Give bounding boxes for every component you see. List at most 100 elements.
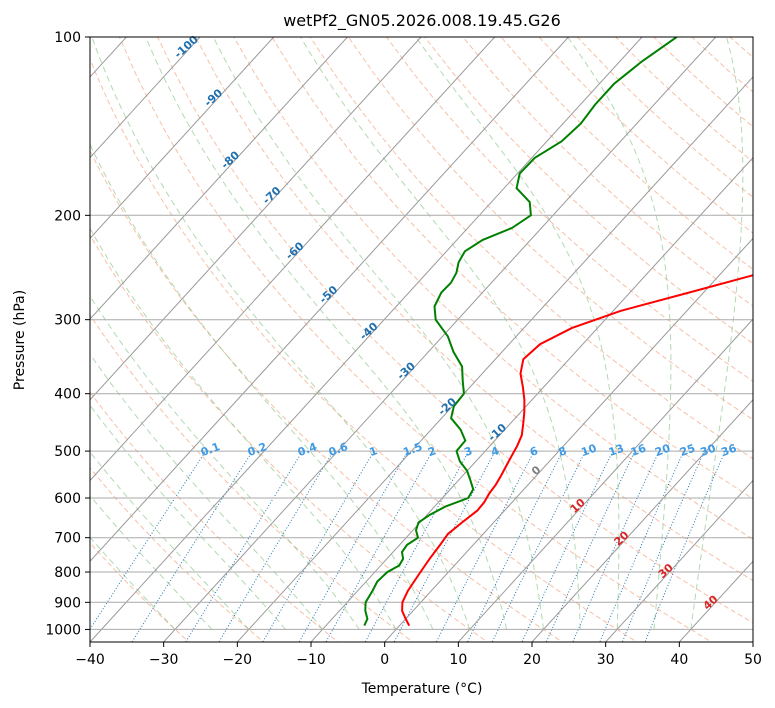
mixing-ratio-label: 3 [462,444,474,459]
x-tick-label: 0 [380,652,389,668]
mixing-ratio-line [466,450,564,642]
dry-adiabat [157,37,753,624]
mixing-ratio-line [131,450,254,642]
dry-adiabat [424,37,753,344]
mixing-ratio-line [262,450,375,642]
moist-adiabat [415,37,620,630]
isotherm-line [383,237,753,642]
mixing-ratio-label: 0.6 [327,440,350,459]
dry-adiabat [576,37,753,198]
isotherm-line [90,37,570,562]
isotherm-line [90,37,201,159]
moist-adiabat [90,295,360,630]
moist-adiabat [90,143,434,630]
mixing-ratio-label: 2 [426,444,438,459]
dry-adiabat [90,149,564,642]
mixing-ratio-line [298,450,409,642]
x-tick-label: 20 [523,652,541,668]
x-tick-label: 30 [597,652,615,668]
plot-frame [89,36,754,643]
dry-adiabat [90,57,638,642]
x-tick-label: −10 [296,652,326,668]
dry-adiabat [233,37,753,540]
y-tick-label: 1000 [45,622,81,638]
isotherm-label: -20 [436,395,460,418]
isotherm-line [0,24,65,645]
chart-title: wetPf2_GN05.2026.008.19.45.G26 [283,11,561,31]
x-tick-label: −40 [75,652,105,668]
dry-adiabat [386,37,753,382]
mixing-ratio-label: 36 [719,441,738,459]
y-tick-label: 300 [54,313,81,329]
mixing-ratio-label: 30 [699,441,718,459]
moist-adiabat [90,227,397,630]
y-tick-label: 700 [54,531,81,547]
x-tick-label: 40 [670,652,688,668]
x-tick-label: 50 [744,652,762,668]
dry-adiabat [90,313,414,642]
moist-adiabat [300,37,581,630]
isotherm-line [90,37,349,320]
moist-adiabat [90,404,286,630]
mixing-ratio-line [364,450,470,642]
moist-adiabat [567,37,672,630]
isotherm-line [162,37,717,642]
dry-adiabat [729,37,753,59]
mixing-ratio-label: 16 [629,441,648,459]
mixing-ratio-label: 0.4 [296,440,319,459]
isotherm-label: -10 [486,421,510,444]
moist-adiabat [90,353,323,630]
y-tick-label: 100 [54,30,81,46]
mixing-ratio-line [621,450,705,642]
isotherm-line [531,399,753,642]
y-tick-label: 200 [54,208,81,224]
dry-adiabat [768,37,775,644]
reference-lines [90,37,775,644]
mixing-ratio-label: 13 [607,442,626,459]
isotherm-line [457,318,753,642]
isotherm-line [236,76,753,642]
mixing-ratio-line [185,450,304,642]
x-tick-label: −20 [223,652,253,668]
mixing-ratio-label: 10 [579,441,598,459]
mixing-ratio-label: 6 [528,444,540,459]
mixing-ratio-line [393,450,496,642]
dry-adiabat [90,542,190,642]
x-axis-label: Temperature (°C) [361,681,483,697]
mixing-ratio-line [599,450,685,642]
mixing-ratio-line [325,450,433,642]
dry-adiabat [653,37,753,128]
mixing-ratio-label: 1 [368,444,380,459]
warm-isotherm-label: 40 [701,592,721,612]
mixing-ratio-label: 25 [678,442,697,459]
isotherm-line [310,156,753,642]
mixing-ratio-label: 1.5 [401,440,424,459]
moist-adiabat [212,37,544,630]
mixing-ratio-line [572,450,660,642]
dry-adiabat [195,37,753,582]
mixing-ratio-line [491,450,586,642]
mixing-ratio-line [521,450,614,642]
moist-adiabat [90,494,213,630]
moist-adiabat [145,37,508,630]
isotherm-label: -40 [357,320,381,343]
isotherm-label: -80 [219,148,243,171]
dry-adiabat [309,37,753,460]
y-tick-label: 900 [54,595,81,611]
isotherm-label: -70 [260,184,284,207]
temperature-profile-line [401,274,753,627]
mixing-ratio-line [644,450,726,642]
y-axis-label: Pressure (hPa) [12,290,28,390]
y-tick-label: 400 [54,387,81,403]
dry-adiabat [462,37,753,307]
mixing-ratio-label: 0.1 [199,440,222,459]
isotherm-label: -90 [202,86,226,109]
warm-isotherm-label: 20 [612,529,632,549]
isotherm-label: -50 [317,283,341,306]
profile-lines [363,37,753,627]
dry-adiabat [271,37,753,500]
y-axis-ticks: 1000 900 800 700 600 500 400 300 200 100 [45,30,90,638]
isotherm-line [90,37,422,401]
dry-adiabat [90,234,489,642]
